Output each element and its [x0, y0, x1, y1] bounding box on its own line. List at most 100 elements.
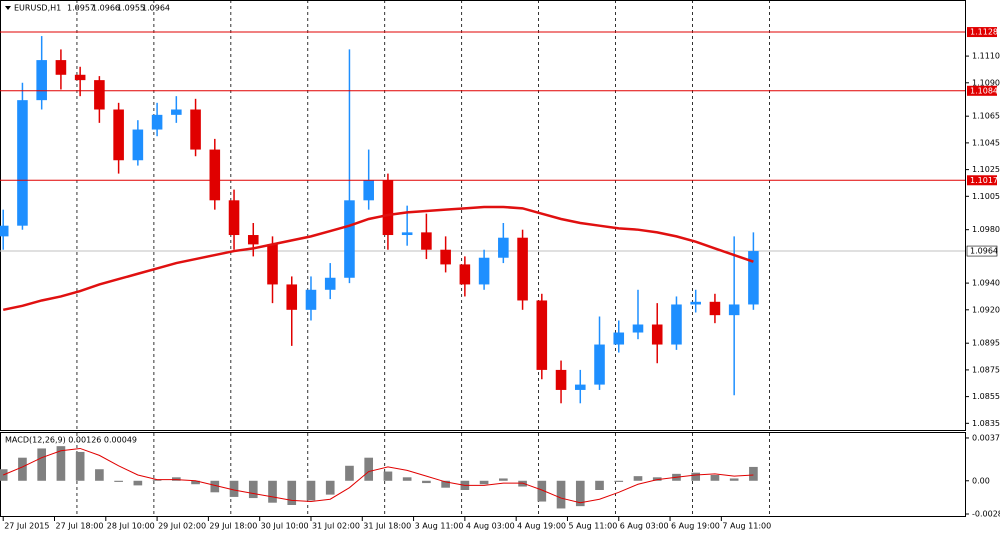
macd-bar: [575, 480, 585, 507]
macd-bar: [729, 478, 739, 481]
y-tick-label: 1.1090: [972, 78, 1000, 87]
macd-bar: [287, 480, 297, 505]
candle-body: [728, 304, 740, 316]
x-tick-label: 31 Jul 02:00: [312, 522, 360, 531]
x-tick-label: 31 Jul 18:00: [363, 522, 411, 531]
quote-low: 1.0955: [117, 4, 145, 13]
macd-bar: [37, 448, 47, 481]
level-label: 1.1128: [970, 28, 998, 37]
candle-body: [344, 200, 355, 278]
level-label: 1.1084: [970, 86, 998, 95]
candle-body: [382, 180, 394, 236]
x-tick-label: 5 Aug 11:00: [568, 522, 617, 531]
macd-bar: [691, 472, 701, 481]
macd-bar: [152, 479, 162, 481]
x-tick-label: 4 Aug 19:00: [517, 522, 566, 531]
macd-pane: [0, 432, 966, 517]
macd-bar: [537, 480, 547, 502]
candle-body: [498, 237, 509, 258]
macd-bar: [595, 480, 604, 490]
y-tick-label: 1.1025: [972, 165, 1000, 174]
macd-bar: [306, 480, 316, 501]
macd-bar: [479, 480, 489, 485]
candle-body: [517, 237, 528, 301]
candle-body: [113, 109, 124, 161]
macd-bar: [633, 476, 643, 481]
candle-body: [709, 301, 721, 316]
candle-body: [478, 257, 490, 285]
x-tick-label: 6 Aug 19:00: [671, 522, 720, 531]
candle-body: [690, 301, 701, 305]
y-tick-label: 0.00: [972, 476, 990, 485]
symbol: EURUSD,H1: [14, 4, 61, 13]
x-tick-label: 29 Jul 18:00: [209, 522, 257, 531]
candle-body: [17, 100, 28, 226]
candle-body: [151, 114, 163, 130]
macd-bar: [614, 480, 624, 482]
macd-bar: [402, 477, 412, 481]
macd-bar: [56, 446, 66, 481]
candle-body: [671, 304, 682, 345]
y-tick-label: 1.1045: [972, 138, 1000, 147]
macd-bar: [229, 480, 239, 497]
macd-bar: [191, 480, 200, 485]
y-tick-label: 1.1065: [972, 112, 1000, 121]
macd-label: MACD(12,26,9) 0.00126 0.00049: [5, 436, 137, 445]
y-tick-label: 1.0920: [972, 305, 1000, 314]
candle-body: [421, 232, 432, 250]
candle-body: [0, 225, 9, 237]
macd-bar: [210, 480, 220, 493]
y-tick-label: 1.1005: [972, 192, 1000, 201]
macd-bar: [114, 480, 123, 482]
y-tick-label: 0.00371: [972, 433, 1000, 442]
macd-bar: [345, 465, 354, 481]
y-tick-label: 1.0855: [972, 392, 1000, 401]
candle-body: [94, 80, 105, 110]
macd-bar: [268, 480, 277, 503]
macd-bar: [441, 480, 450, 488]
macd-bar: [364, 457, 374, 481]
x-tick-label: 28 Jul 10:00: [107, 522, 155, 531]
x-tick-label: 4 Aug 03:00: [466, 522, 515, 531]
level-label: 1.1017: [970, 176, 998, 185]
y-tick-label: 1.0835: [972, 419, 1000, 428]
candle-body: [574, 384, 586, 390]
macd-bar: [749, 466, 758, 481]
macd-bar: [383, 471, 393, 481]
macd-bar: [133, 480, 143, 486]
candle-body: [55, 60, 67, 75]
macd-bar: [556, 480, 566, 509]
x-tick-label: 27 Jul 18:00: [56, 522, 104, 531]
candle-body: [74, 74, 86, 81]
macd-bar: [95, 469, 104, 481]
menu-arrow[interactable]: [5, 6, 11, 10]
x-tick-label: 6 Aug 03:00: [620, 522, 669, 531]
candle-body: [324, 277, 336, 290]
macd-bar: [325, 480, 335, 495]
macd-bar: [710, 475, 720, 481]
x-tick-label: 30 Jul 10:00: [261, 522, 309, 531]
moving-average: [2, 205, 754, 312]
quote-open: 1.0957: [67, 4, 95, 13]
candle-body: [267, 244, 278, 285]
candle-body: [286, 284, 298, 310]
candle-body: [305, 289, 317, 310]
candle-body: [247, 235, 259, 245]
candle-body: [132, 129, 144, 161]
macd-bar: [172, 477, 181, 481]
x-tick-label: 27 Jul 2015: [4, 522, 49, 531]
candle-body: [171, 109, 182, 115]
x-tick-label: 3 Aug 11:00: [415, 522, 464, 531]
quote-high: 1.0966: [92, 4, 120, 13]
candle-body: [209, 149, 221, 201]
candle-body: [36, 60, 47, 101]
level-label-box: [967, 85, 997, 96]
y-tick-label: 1.0895: [972, 339, 1000, 348]
y-tick-label: 1.0980: [972, 225, 1000, 234]
y-tick-label: -0.00288: [972, 510, 1000, 519]
level-label-box: [967, 27, 997, 38]
x-tick-label: 29 Jul 02:00: [158, 522, 206, 531]
candle-body: [594, 344, 605, 385]
candle-body: [748, 251, 759, 305]
y-tick-label: 1.1110: [972, 52, 1000, 61]
